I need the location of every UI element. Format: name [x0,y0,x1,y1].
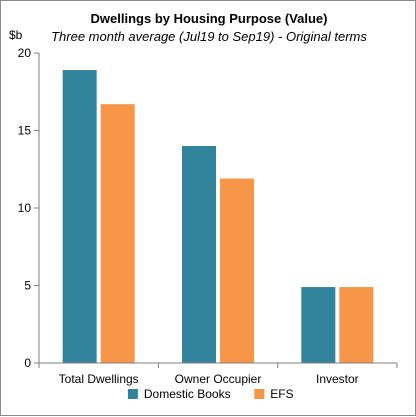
legend-label: EFS [270,387,293,401]
bar-domestic-books [301,287,336,363]
bar-efs [100,104,135,364]
x-category-label: Total Dwellings [59,372,139,386]
y-tick-label: 15 [18,124,32,138]
x-category-label: Investor [316,372,359,386]
y-tick-label: 0 [24,356,31,370]
bar-group [62,70,374,364]
y-axis-unit-label: $b [9,28,23,42]
bar-efs [220,178,254,363]
legend: Domestic Books EFS [127,387,294,401]
chart-title: Dwellings by Housing Purpose (Value) [91,11,328,26]
bar-domestic-books [62,70,97,364]
y-tick-label: 10 [18,201,32,215]
legend-swatch [254,389,265,399]
y-tick-label: 5 [24,279,31,293]
chart-subtitle: Three month average (Jul19 to Sep19) - O… [51,29,367,44]
bar-domestic-books [182,146,216,363]
legend-swatch [127,389,138,399]
y-tick-label: 20 [18,46,32,60]
x-category-label: Owner Occupier [175,372,262,386]
bar-efs [339,287,374,363]
y-axis-ticks: 0 5 10 15 20 [18,46,40,370]
legend-label: Domestic Books [144,387,231,401]
x-axis: Total Dwellings Owner Occupier Investor [38,362,398,386]
